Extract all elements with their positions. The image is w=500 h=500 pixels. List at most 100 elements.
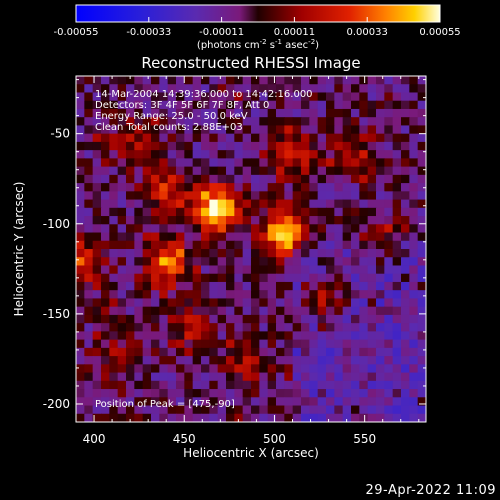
heatmap-cell [217, 199, 227, 209]
heatmap-cell [267, 356, 277, 365]
heatmap-cell [167, 356, 177, 365]
heatmap-cell [92, 216, 102, 225]
heatmap-cell [101, 125, 110, 135]
heatmap-cell [151, 273, 160, 283]
heatmap-cell [109, 306, 119, 316]
heatmap-cell [167, 265, 177, 275]
heatmap-cell [292, 133, 302, 143]
heatmap-cell [334, 240, 344, 250]
heatmap-cell [151, 84, 160, 94]
heatmap-cell [176, 207, 185, 217]
heatmap-cell [359, 364, 369, 374]
heatmap-cell [126, 314, 135, 324]
heatmap-cell [267, 314, 277, 324]
heatmap-cell [384, 84, 394, 94]
heatmap-cell [176, 281, 185, 291]
heatmap-cell [284, 117, 294, 127]
heatmap-cell [167, 232, 177, 242]
heatmap-cell [342, 249, 352, 258]
heatmap-cell [234, 314, 244, 324]
heatmap-cell [109, 323, 119, 332]
y-tick-label: -100 [43, 217, 70, 231]
heatmap-cell [309, 191, 319, 201]
heatmap-cell [284, 216, 294, 225]
heatmap-cell [159, 133, 169, 143]
heatmap-cell [384, 150, 394, 159]
heatmap-cell [417, 347, 426, 357]
heatmap-cell [342, 232, 352, 242]
heatmap-cell [367, 141, 377, 151]
heatmap-cell [401, 397, 410, 407]
heatmap-cell [342, 380, 352, 390]
heatmap-cell [176, 397, 185, 407]
heatmap-cell [326, 314, 335, 324]
heatmap-cell [84, 290, 94, 300]
heatmap-cell [201, 413, 210, 422]
heatmap-cell [84, 273, 94, 283]
heatmap-cell [359, 117, 369, 127]
heatmap-cell [392, 314, 402, 324]
heatmap-cell [401, 389, 410, 398]
heatmap-cell [209, 224, 219, 234]
heatmap-cell [309, 364, 319, 374]
heatmap-cell [417, 257, 426, 267]
heatmap-cell [201, 150, 210, 159]
heatmap-cell [276, 207, 285, 217]
heatmap-cell [301, 108, 310, 118]
heatmap-cell [101, 100, 110, 110]
heatmap-cell [242, 413, 252, 422]
heatmap-cell [126, 174, 135, 184]
heatmap-cell [292, 364, 302, 374]
heatmap-cell [367, 372, 377, 382]
heatmap-cell [367, 306, 377, 316]
heatmap-cell [142, 364, 152, 374]
heatmap-cell [276, 199, 285, 209]
heatmap-cell [301, 199, 310, 209]
heatmap-cell [176, 108, 185, 118]
heatmap-cell [167, 76, 177, 85]
heatmap-cell [376, 249, 385, 258]
heatmap-cell [192, 224, 202, 234]
heatmap-cell [351, 380, 360, 390]
heatmap-cell [101, 364, 110, 374]
heatmap-cell [401, 413, 410, 422]
heatmap-cell [259, 199, 269, 209]
heatmap-cell [159, 323, 169, 332]
heatmap-cell [392, 331, 402, 341]
heatmap-cell [292, 306, 302, 316]
heatmap-cell [342, 257, 352, 267]
heatmap-cell [142, 314, 152, 324]
heatmap-cell [384, 207, 394, 217]
colorbar-ticks: -0.00055 -0.00033 -0.00011 0.00011 0.00033 0.… [54, 17, 461, 38]
heatmap-cell [101, 314, 110, 324]
heatmap-cell [351, 232, 360, 242]
plot-timestamp: 29-Apr-2022 11:09 [365, 483, 496, 498]
heatmap-cell [392, 84, 402, 94]
heatmap-cell [392, 405, 402, 415]
heatmap-cell [84, 216, 94, 225]
heatmap-cell [84, 397, 94, 407]
heatmap-cell [276, 158, 285, 168]
heatmap-cell [76, 207, 85, 217]
heatmap-cell [367, 281, 377, 291]
heatmap-cell [317, 413, 327, 422]
heatmap-cell [309, 207, 319, 217]
heatmap-cell [142, 224, 152, 234]
heatmap-cell [309, 298, 319, 308]
heatmap-cell [284, 257, 294, 267]
heatmap-cell [292, 166, 302, 176]
heatmap-cell [409, 141, 419, 151]
heatmap-cell [334, 380, 344, 390]
heatmap-cell [134, 216, 144, 225]
heatmap-cell [351, 84, 360, 94]
heatmap-cell [167, 331, 177, 341]
heatmap-cell [384, 125, 394, 135]
heatmap-cell [259, 356, 269, 365]
heatmap-cell [167, 339, 177, 349]
heatmap-cell [334, 100, 344, 110]
heatmap-cell [92, 323, 102, 332]
heatmap-cell [326, 207, 335, 217]
heatmap-cell [409, 84, 419, 94]
heatmap-cell [376, 125, 385, 135]
heatmap-cell [126, 339, 135, 349]
